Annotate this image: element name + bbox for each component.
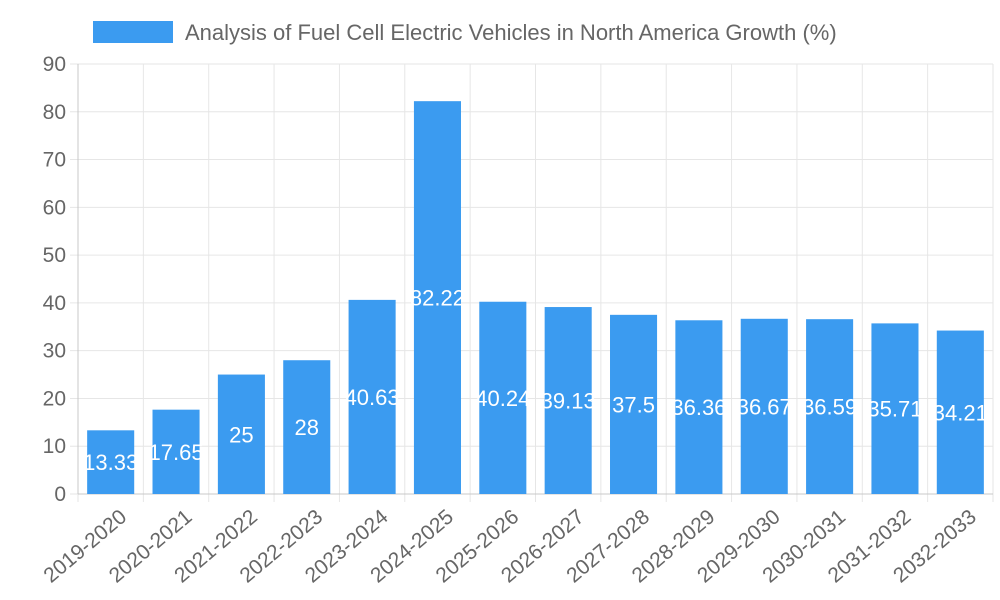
data-label-2024-2025: 82.22 (410, 286, 465, 311)
data-label-2030-2031: 36.59 (802, 395, 857, 420)
bar-2031-2032[interactable] (871, 323, 919, 494)
bar-2029-2030[interactable] (740, 318, 788, 494)
data-label-2023-2024: 40.63 (345, 385, 400, 410)
y-tick-label: 10 (43, 435, 66, 458)
y-tick-label: 30 (43, 340, 66, 363)
bars (87, 101, 984, 494)
bar-2028-2029[interactable] (675, 320, 723, 494)
y-tick-label: 50 (43, 244, 66, 267)
y-tick-label: 20 (43, 387, 66, 410)
y-tick-label: 90 (43, 53, 66, 76)
grid (70, 63, 994, 502)
bar-2026-2027[interactable] (544, 307, 592, 494)
y-tick-label: 80 (43, 101, 66, 124)
data-label-2029-2030: 36.67 (737, 394, 792, 419)
data-label-2032-2033: 34.21 (933, 400, 988, 425)
bar-2025-2026[interactable] (479, 301, 527, 494)
data-label-2027-2028: 37.5 (612, 392, 655, 417)
legend-label: Analysis of Fuel Cell Electric Vehicles … (185, 20, 837, 45)
y-tick-label: 60 (43, 196, 66, 219)
y-tick-label: 0 (54, 483, 66, 506)
bar-2023-2024[interactable] (348, 299, 396, 494)
data-label-2025-2026: 40.24 (475, 386, 530, 411)
bar-2024-2025[interactable] (413, 101, 461, 494)
data-label-2021-2022: 25 (229, 422, 253, 447)
data-label-2020-2021: 17.65 (149, 440, 204, 465)
bar-2019-2020[interactable] (87, 430, 135, 494)
data-label-2031-2032: 35.71 (867, 397, 922, 422)
legend[interactable]: Analysis of Fuel Cell Electric Vehicles … (93, 20, 837, 45)
bar-2021-2022[interactable] (217, 374, 265, 494)
data-label-2019-2020: 13.33 (83, 450, 138, 475)
bar-2020-2021[interactable] (152, 409, 200, 494)
y-tick-label: 40 (43, 292, 66, 315)
data-label-2022-2023: 28 (295, 415, 319, 440)
bar-2030-2031[interactable] (806, 319, 854, 494)
bar-2032-2033[interactable] (936, 330, 984, 494)
data-labels: 13.33 17.65 25 28 40.63 82.22 40.24 39.13 37.5 36… (83, 286, 988, 476)
data-label-2028-2029: 36.36 (671, 395, 726, 420)
bar-2027-2028[interactable] (610, 314, 658, 494)
data-label-2026-2027: 39.13 (541, 389, 596, 414)
bar-2022-2023[interactable] (283, 360, 331, 494)
legend-swatch (93, 21, 173, 43)
y-tick-label: 70 (43, 149, 66, 172)
